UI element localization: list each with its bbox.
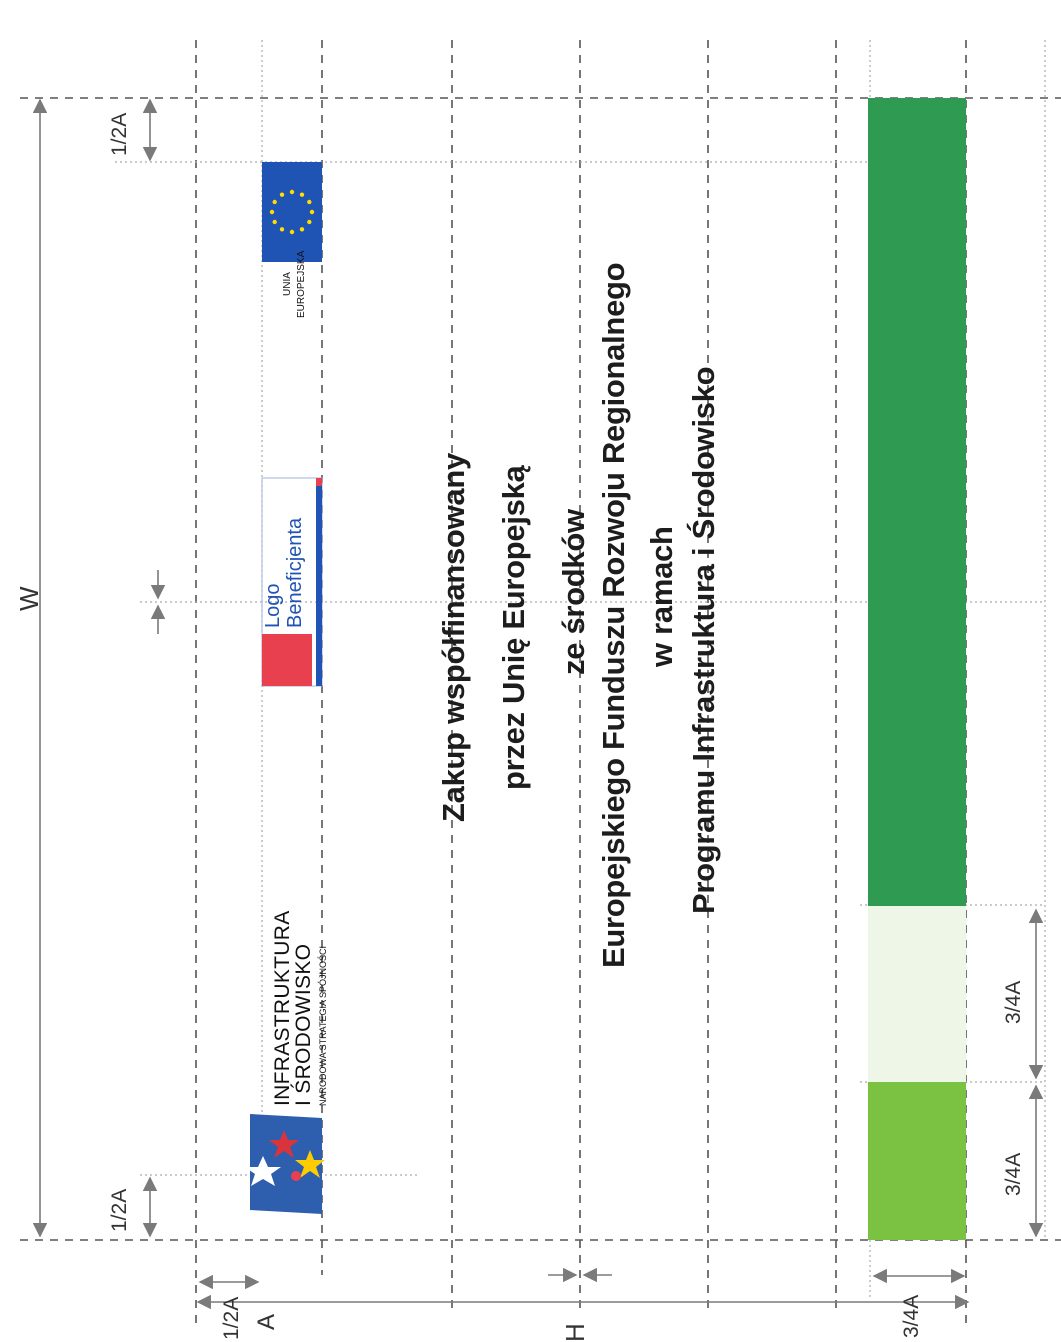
message-line-6: Programu Infrastruktura i Środowisko [686,366,721,914]
beneficjent-red-block [262,634,312,686]
label-a: A [253,1313,280,1330]
label-three-quarter-a-right-1: 3/4A [1002,980,1025,1024]
eu-star [309,209,315,215]
stripe-light [868,906,966,1082]
beneficjent-line1: Logo [262,583,284,629]
eu-star [272,219,277,225]
beneficjent-red-tick [316,478,322,486]
message-line-1: Zakup współfinansowany [436,453,471,822]
stripe-dark-green [868,98,966,906]
eu-star [289,189,295,195]
eu-star [299,227,305,232]
label-h: H [560,1323,590,1342]
message-line-2: przez Unię Europejską [496,465,531,790]
label-half-a-top: 1/2A [108,112,131,156]
label-three-quarter-a-bottom: 3/4A [900,1294,923,1338]
eu-stars [269,189,315,235]
label-half-a-bottom: 1/2A [108,1188,131,1232]
label-three-quarter-a-right-2: 3/4A [1002,1152,1025,1196]
message-line-4: Europejskiego Funduszu Rozwoju Regionaln… [596,262,631,968]
message-line-5: w ramach [644,526,679,667]
beneficjent-line2: Beneficjenta [284,517,306,628]
eu-line1: UNIA [282,272,293,296]
infrastruktura-tagline: NARODOWA STRATEGIA SPÓJNOŚCI [318,945,328,1106]
eu-line2: EUROPEJSKA [296,250,307,318]
eu-star [279,192,285,197]
label-half-a-left: 1/2A [220,1296,243,1340]
eu-star [269,209,275,215]
beneficjent-blue-bar [316,486,322,686]
eu-star [289,229,295,235]
label-w: W [14,586,44,611]
eu-star [279,227,285,232]
infrastruktura-line2: I ŚRODOWISKO [292,943,315,1106]
stripe-lime [868,1082,966,1240]
eu-star [272,199,277,205]
eu-star [307,199,312,205]
eu-star [307,219,312,225]
eu-star [299,192,305,197]
infrastruktura-logo-mark [245,1114,325,1214]
message-line-3: ze środków [556,509,591,675]
